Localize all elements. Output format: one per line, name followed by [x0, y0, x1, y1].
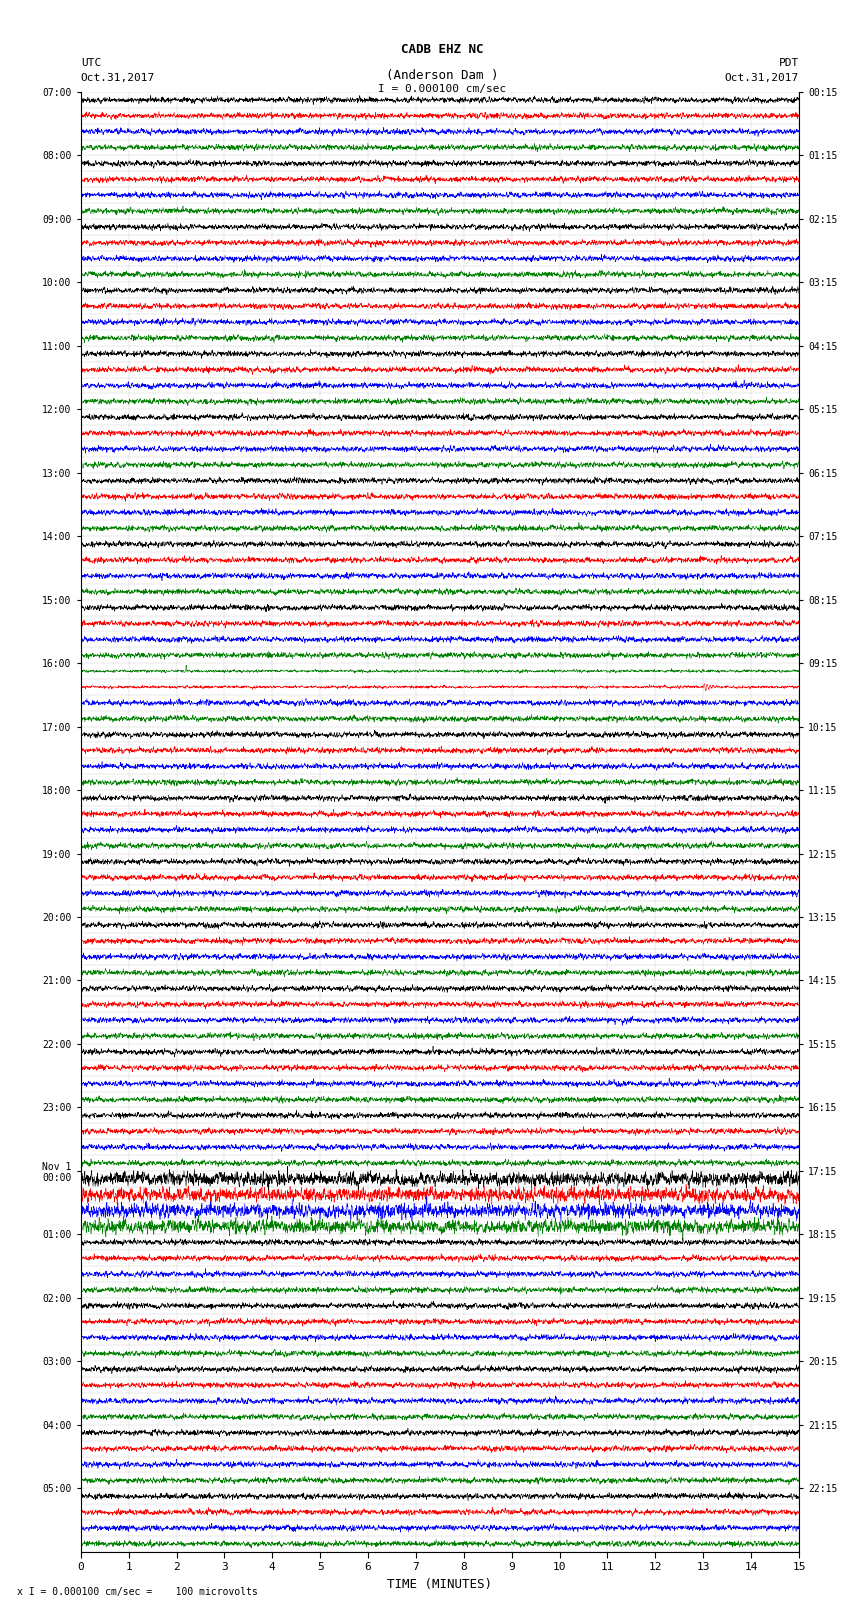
Text: Oct.31,2017: Oct.31,2017 [725, 73, 799, 82]
X-axis label: TIME (MINUTES): TIME (MINUTES) [388, 1578, 492, 1590]
Text: Oct.31,2017: Oct.31,2017 [81, 73, 155, 82]
Text: x I = 0.000100 cm/sec =    100 microvolts: x I = 0.000100 cm/sec = 100 microvolts [17, 1587, 258, 1597]
Text: UTC: UTC [81, 58, 101, 68]
Text: PDT: PDT [779, 58, 799, 68]
Text: CADB EHZ NC: CADB EHZ NC [400, 44, 484, 56]
Text: I = 0.000100 cm/sec: I = 0.000100 cm/sec [378, 84, 506, 94]
Text: (Anderson Dam ): (Anderson Dam ) [386, 69, 498, 82]
